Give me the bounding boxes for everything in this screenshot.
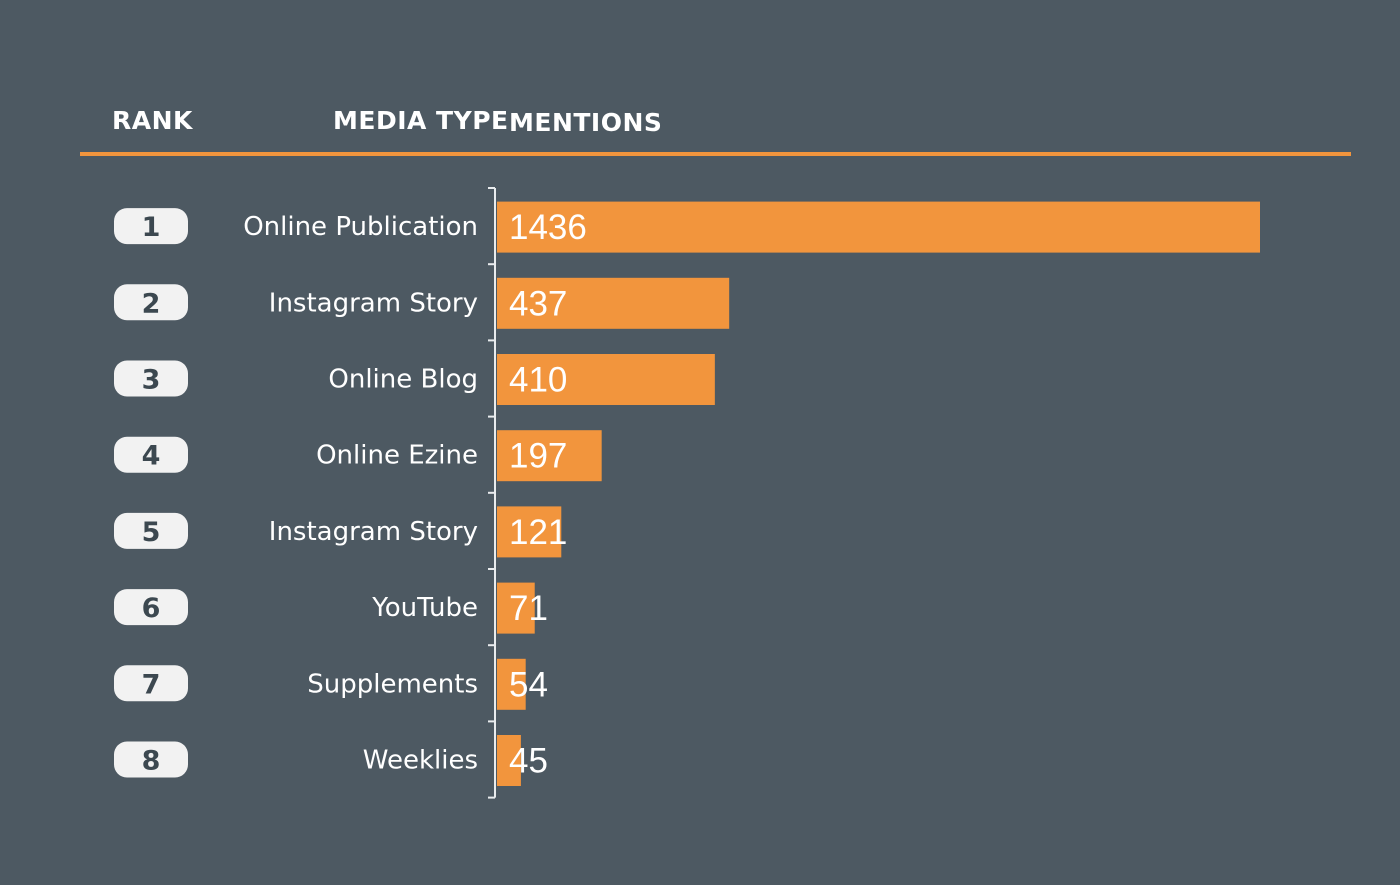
value-label: 54 bbox=[509, 665, 548, 704]
value-label: 45 bbox=[509, 742, 548, 781]
value-label: 71 bbox=[509, 589, 548, 628]
bar bbox=[497, 658, 526, 710]
value-label: 121 bbox=[509, 513, 567, 552]
category-label: Online Publication bbox=[243, 212, 478, 242]
rank-number: 7 bbox=[142, 669, 161, 700]
category-label: Online Ezine bbox=[316, 441, 478, 471]
bar bbox=[497, 430, 602, 482]
rank-column-header: RANK bbox=[112, 106, 193, 135]
category-label: YouTube bbox=[371, 593, 478, 623]
rank-number: 4 bbox=[142, 441, 161, 472]
rank-badge bbox=[114, 208, 188, 245]
category-label: Weeklies bbox=[363, 746, 478, 776]
value-label: 410 bbox=[509, 361, 567, 400]
value-label: 437 bbox=[509, 284, 567, 323]
rank-number: 5 bbox=[142, 517, 161, 548]
category-label: Supplements bbox=[307, 669, 478, 699]
media-type-column-header: MEDIA TYPE bbox=[333, 106, 509, 135]
bar bbox=[497, 201, 1260, 253]
value-label: 1436 bbox=[509, 208, 587, 247]
header-divider bbox=[80, 152, 1351, 156]
bar bbox=[497, 277, 730, 329]
rank-number: 2 bbox=[142, 288, 161, 319]
rank-badge bbox=[114, 665, 188, 702]
rank-badge bbox=[114, 589, 188, 626]
bar bbox=[497, 506, 562, 558]
rank-number: 8 bbox=[142, 746, 161, 777]
rank-number: 1 bbox=[142, 212, 161, 243]
rank-badge bbox=[114, 741, 188, 778]
mentions-column-header: MENTIONS bbox=[509, 108, 663, 137]
value-label: 197 bbox=[509, 437, 567, 476]
rank-badge bbox=[114, 436, 188, 473]
category-label: Instagram Story bbox=[269, 288, 478, 318]
rank-badge bbox=[114, 512, 188, 549]
rank-number: 6 bbox=[142, 593, 161, 624]
rank-badge bbox=[114, 284, 188, 321]
category-label: Online Blog bbox=[328, 365, 478, 395]
category-label: Instagram Story bbox=[269, 517, 478, 547]
bar bbox=[497, 735, 521, 786]
rank-number: 3 bbox=[142, 365, 161, 396]
bar bbox=[497, 582, 535, 634]
bar bbox=[497, 354, 715, 405]
rank-badge bbox=[114, 360, 188, 397]
